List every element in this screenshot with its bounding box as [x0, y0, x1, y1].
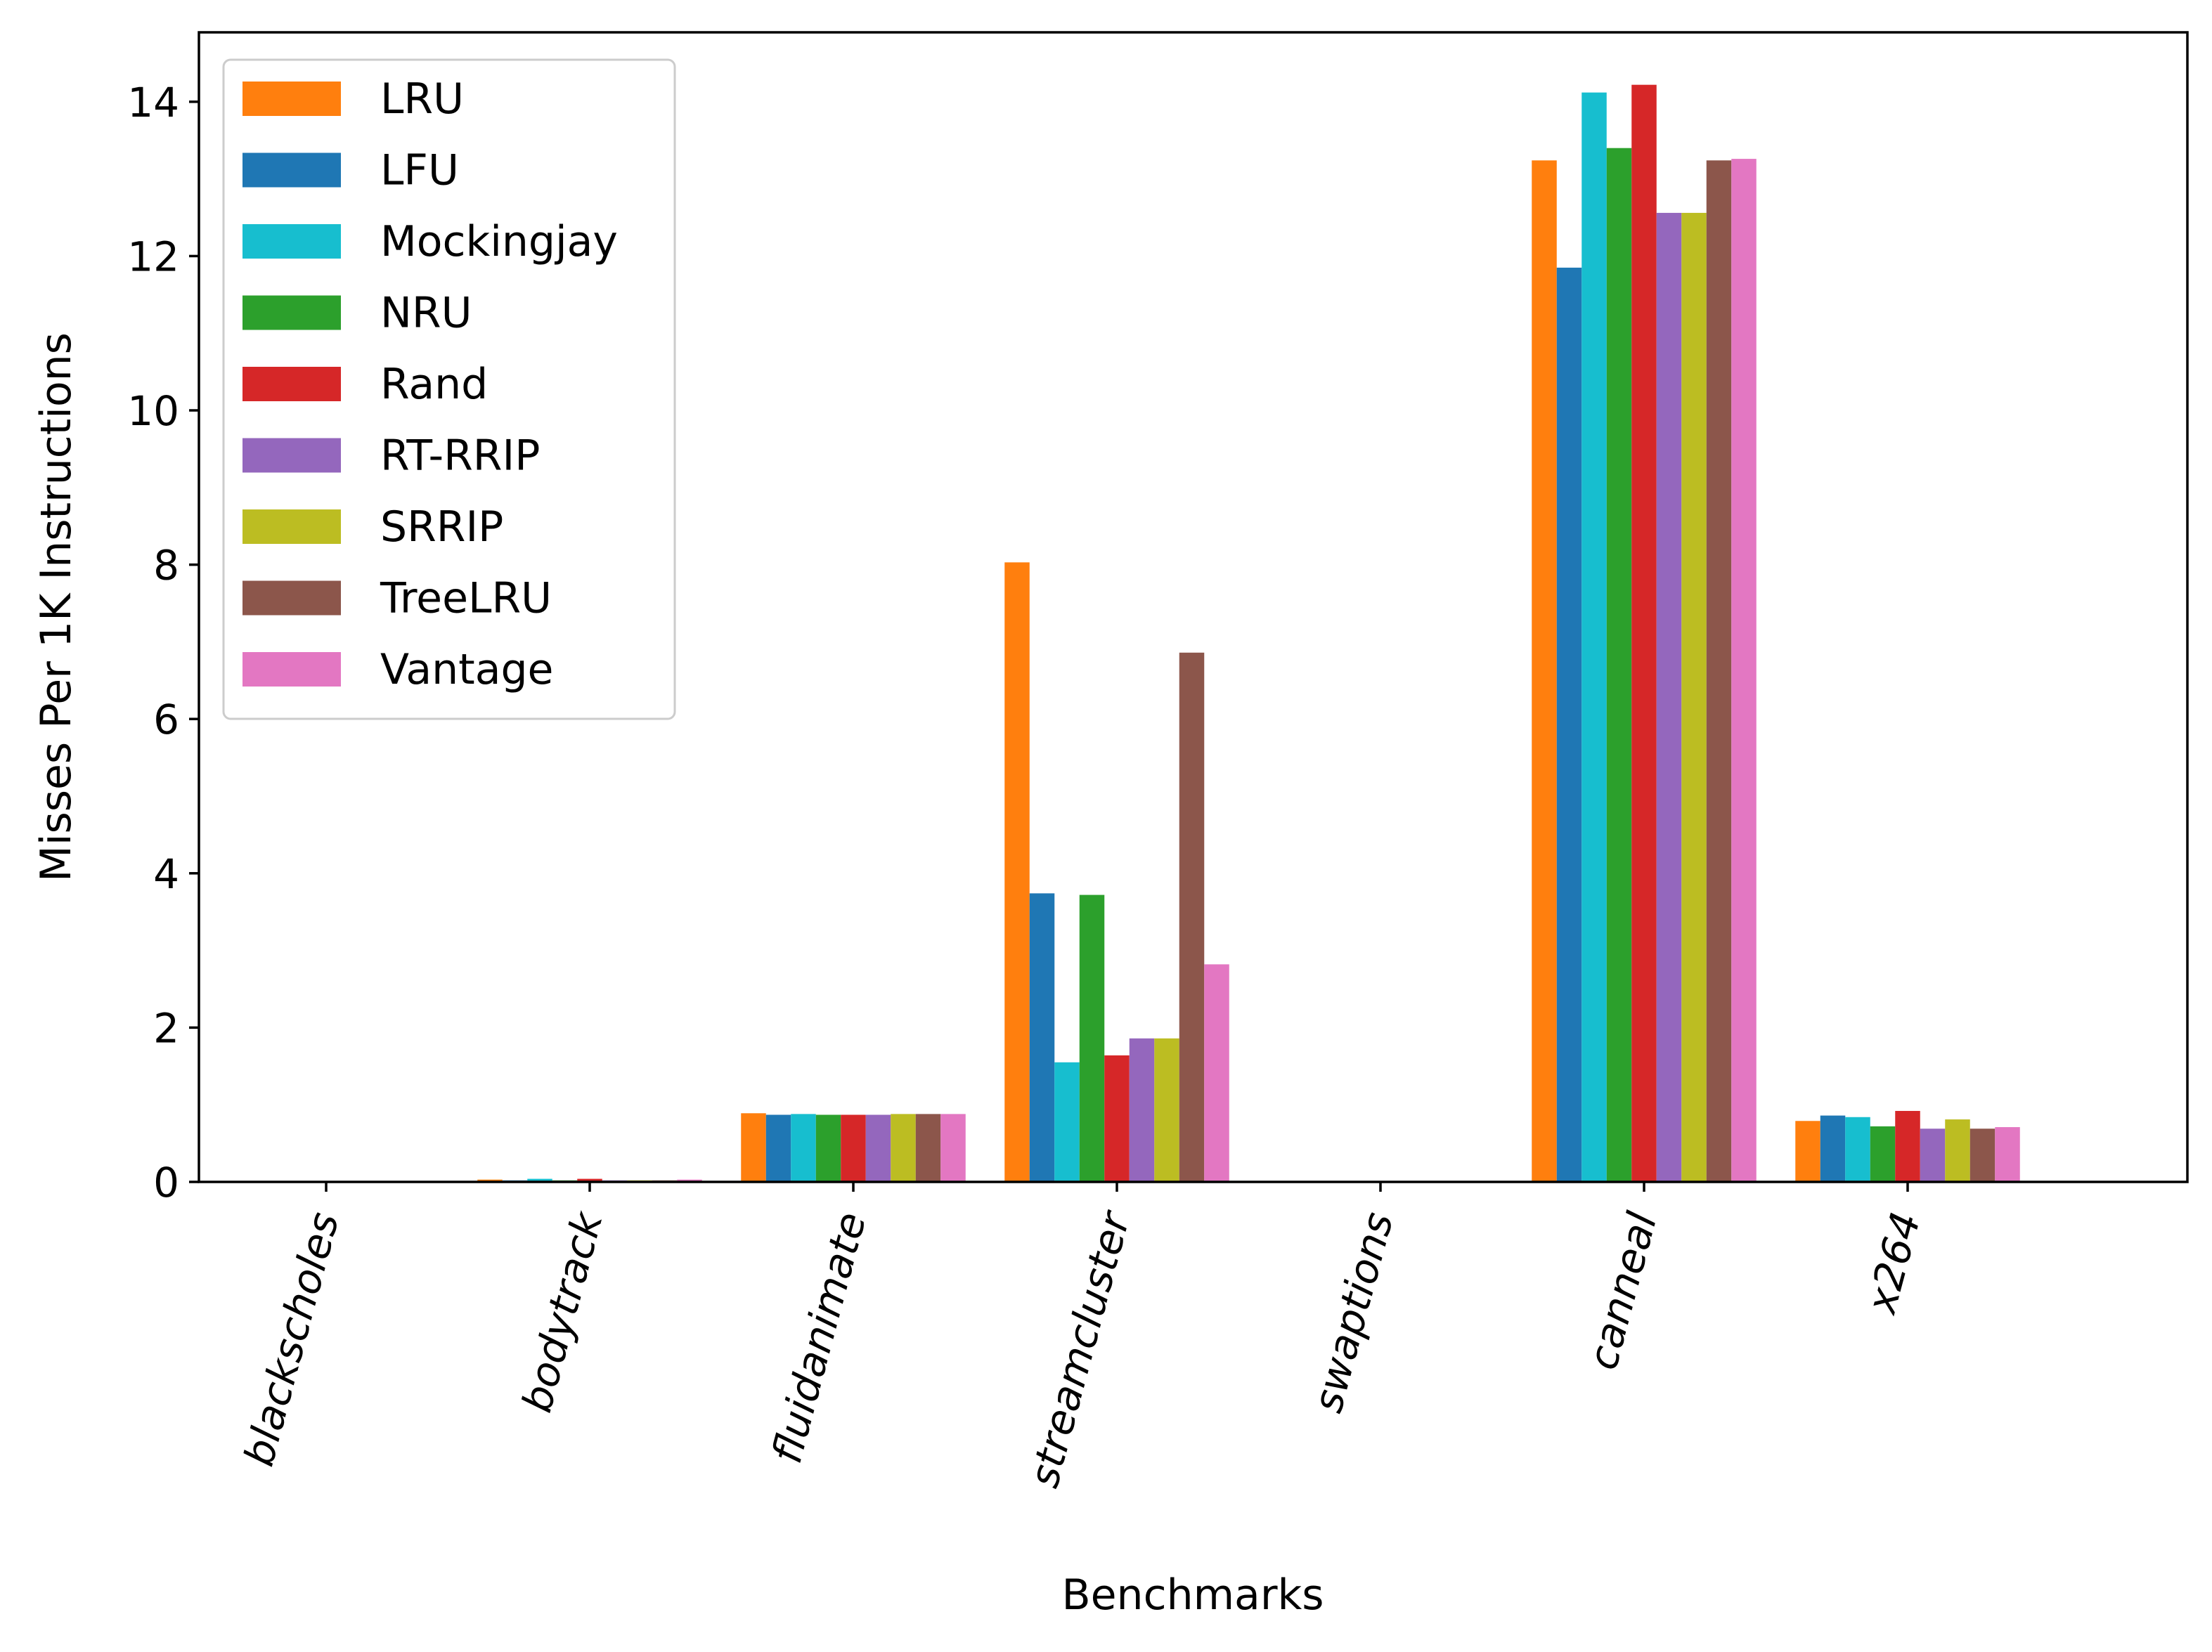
bar-vantage-x264: [1995, 1127, 2020, 1182]
legend-swatch-lfu: [242, 152, 341, 188]
y-tick-label: 12: [127, 233, 179, 280]
legend-swatch-vantage: [242, 652, 341, 687]
bar-rand-fluidanimate: [841, 1114, 866, 1182]
x-axis-label: Benchmarks: [1061, 1570, 1324, 1620]
bar-rand-x264: [1895, 1110, 1920, 1182]
x-tick-label-x264: x264: [1857, 1207, 1930, 1320]
legend-label-vantage: Vantage: [380, 645, 553, 694]
bar-lru-streamcluster: [1004, 562, 1030, 1182]
y-axis-label: Misses Per 1K Instructions: [32, 332, 81, 882]
legend-label-lru: LRU: [380, 74, 464, 124]
legend-label-lfu: LFU: [380, 146, 459, 195]
bar-mockingjay-x264: [1845, 1117, 1870, 1182]
bar-treelru-fluidanimate: [915, 1114, 941, 1182]
x-tick-label-blackscholes: blackscholes: [235, 1207, 349, 1471]
bar-nru-fluidanimate: [815, 1114, 841, 1182]
legend-label-rt-rrip: RT-RRIP: [380, 431, 540, 481]
y-tick-label: 4: [153, 850, 179, 898]
bar-treelru-canneal: [1706, 160, 1732, 1182]
bar-srrip-x264: [1945, 1119, 1970, 1182]
bar-rt-rrip-canneal: [1656, 212, 1682, 1183]
legend-label-srrip: SRRIP: [380, 502, 503, 552]
bar-treelru-streamcluster: [1179, 652, 1205, 1182]
bar-rand-streamcluster: [1104, 1055, 1130, 1182]
legend-label-nru: NRU: [380, 289, 472, 338]
bar-rt-rrip-streamcluster: [1129, 1038, 1155, 1182]
bar-mockingjay-canneal: [1582, 92, 1607, 1182]
bars-layer: [477, 84, 2020, 1183]
x-tick-label-fluidanimate: fluidanimate: [763, 1207, 875, 1468]
bar-nru-canneal: [1606, 148, 1632, 1183]
y-tick-label: 0: [153, 1159, 179, 1207]
y-tick-label: 6: [153, 696, 179, 743]
bar-nru-streamcluster: [1079, 895, 1105, 1182]
x-tick-label-bodytrack: bodytrack: [513, 1206, 613, 1417]
bar-nru-x264: [1870, 1126, 1896, 1182]
bar-lfu-fluidanimate: [765, 1114, 791, 1182]
bar-mockingjay-bodytrack: [527, 1178, 552, 1182]
legend-swatch-rand: [242, 367, 341, 401]
plot-frame: [198, 31, 2189, 1183]
legend-swatch-srrip: [242, 509, 341, 544]
bar-srrip-streamcluster: [1154, 1038, 1179, 1182]
bar-vantage-fluidanimate: [940, 1114, 966, 1182]
bar-treelru-x264: [1970, 1129, 1996, 1182]
bar-lfu-x264: [1820, 1115, 1846, 1182]
legend-swatch-lru: [242, 82, 341, 116]
bar-lru-x264: [1795, 1121, 1820, 1182]
bar-lfu-streamcluster: [1029, 893, 1055, 1182]
y-tick-label: 10: [127, 387, 179, 435]
y-tick-label: 8: [153, 542, 179, 590]
bar-lru-fluidanimate: [741, 1113, 766, 1182]
bar-mockingjay-streamcluster: [1054, 1062, 1080, 1182]
bar-lru-canneal: [1532, 160, 1557, 1182]
legend-swatch-nru: [242, 295, 341, 330]
bar-vantage-streamcluster: [1204, 964, 1229, 1182]
bar-mockingjay-fluidanimate: [791, 1114, 816, 1182]
y-axis-ticks: 0 2 4 6 8 10 12 14: [127, 79, 199, 1207]
bar-rand-canneal: [1631, 84, 1657, 1182]
legend-swatch-mockingjay: [242, 224, 341, 259]
legend-label-treelru: TreeLRU: [380, 574, 552, 623]
x-tick-label-canneal: canneal: [1579, 1207, 1667, 1374]
bar-rt-rrip-fluidanimate: [865, 1114, 891, 1182]
x-tick-label-swaptions: swaptions: [1303, 1207, 1402, 1417]
bar-srrip-canneal: [1681, 212, 1707, 1183]
bar-srrip-fluidanimate: [891, 1114, 916, 1182]
x-tick-label-streamcluster: streamcluster: [1020, 1205, 1139, 1492]
legend-swatch-rt-rrip: [242, 438, 341, 473]
bar-rt-rrip-x264: [1920, 1129, 1946, 1182]
bar-rand-bodytrack: [577, 1178, 602, 1182]
x-axis-ticks: blackscholes bodytrack fluidanimate streamc…: [235, 1182, 1930, 1492]
legend-label-mockingjay: Mockingjay: [380, 217, 618, 266]
y-tick-label: 14: [127, 79, 179, 126]
legend: LRU LFU Mockingjay NRU Rand RT-RRIP SRRIP TreeL…: [222, 58, 676, 720]
legend-swatch-treelru: [242, 580, 341, 616]
y-tick-label: 2: [153, 1004, 179, 1052]
bar-lfu-canneal: [1556, 267, 1582, 1182]
bar-vantage-canneal: [1731, 159, 1757, 1182]
legend-label-rand: Rand: [380, 360, 488, 409]
